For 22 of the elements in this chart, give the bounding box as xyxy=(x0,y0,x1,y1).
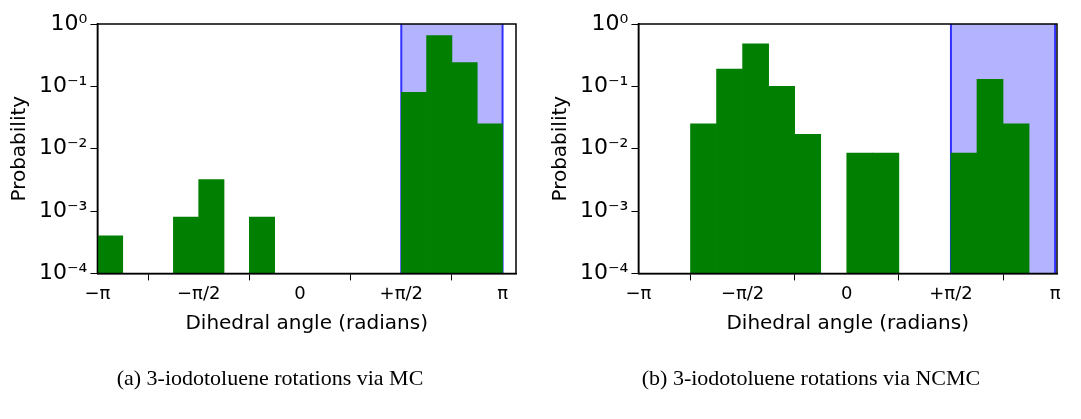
y-tick-label: 10⁻¹ xyxy=(579,72,629,98)
x-tick-label: π xyxy=(1049,281,1061,303)
x-tick-label: 0 xyxy=(294,281,306,303)
x-tick-label: +π/2 xyxy=(929,281,973,303)
x-tick-label: π xyxy=(497,281,509,303)
y-tick-label: 10⁰ xyxy=(50,9,88,35)
x-tick-label: −π/2 xyxy=(720,281,765,303)
y-axis-title: Probability xyxy=(547,95,572,202)
text: (a) 3-iodotoluene rotations via MC xyxy=(115,365,425,391)
x-axis-title: Dihedral angle (radians) xyxy=(726,310,969,335)
y-tick-label: 10⁻³ xyxy=(579,196,629,222)
y-tick-label: 10⁰ xyxy=(591,9,629,35)
y-tick-label: 10⁻¹ xyxy=(38,72,88,98)
y-tick-label: 10⁻³ xyxy=(38,196,88,222)
text: (b) 3-iodotoluene rotations via NCMC xyxy=(640,365,982,391)
x-tick-label: −π/2 xyxy=(176,281,221,303)
x-tick-label: +π/2 xyxy=(379,281,423,303)
y-axis-title: Probability xyxy=(6,95,31,202)
y-tick-label: 10⁻² xyxy=(579,134,629,160)
x-tick-label: 0 xyxy=(841,281,853,303)
x-axis-title: Dihedral angle (radians) xyxy=(185,310,428,335)
y-tick-label: 10⁻² xyxy=(38,134,88,160)
